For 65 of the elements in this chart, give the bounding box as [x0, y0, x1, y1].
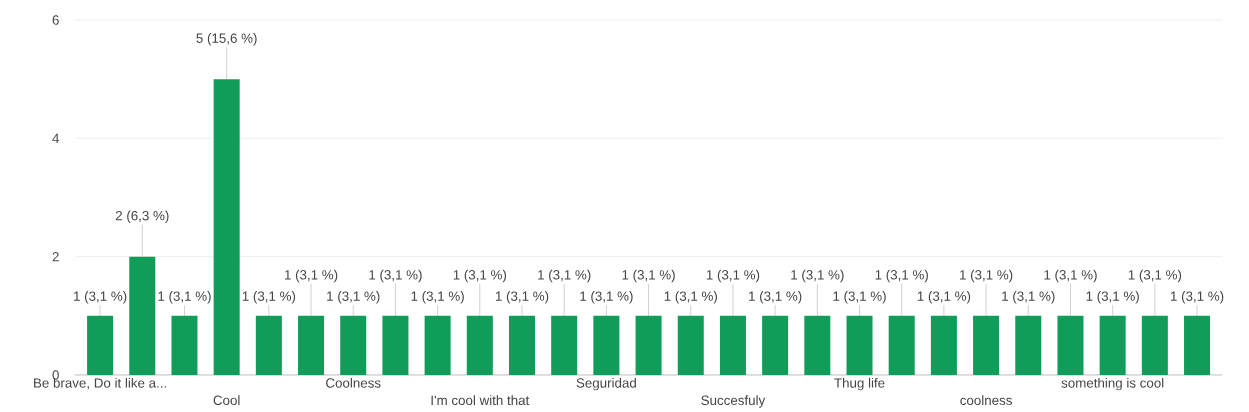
x-tick-label: Seguridad — [576, 377, 636, 391]
data-label: 5 (15,6 %) — [196, 32, 257, 46]
x-tick-label: I'm cool with that — [431, 395, 530, 405]
data-label: 2 (6,3 %) — [115, 210, 169, 223]
x-tick-label: Succesfuly — [701, 395, 766, 408]
x-tick-label: coolness — [960, 395, 1012, 405]
bar — [1099, 315, 1126, 375]
data-label: 1 (3,1 %) — [327, 290, 380, 304]
x-tick-label: Cool — [213, 395, 240, 405]
data-label: 1 (3,1 %) — [285, 269, 338, 283]
data-label: 1 (3,1 %) — [749, 290, 802, 304]
data-label: 1 (3,1 %) — [453, 269, 507, 283]
data-label: 1 (3,1 %) — [1171, 290, 1224, 304]
bar — [466, 315, 493, 375]
data-label: 1 (3,1 %) — [622, 269, 675, 283]
bar — [635, 315, 662, 375]
data-label: 1 (3,1 %) — [1002, 290, 1055, 304]
x-tick-label: Coolness — [326, 377, 381, 388]
data-label: 1 (3,1 %) — [1044, 269, 1097, 283]
y-tick-label: 6 — [52, 15, 59, 25]
bar — [973, 315, 1000, 375]
data-label: 1 (3,1 %) — [242, 290, 296, 304]
bar — [424, 315, 451, 375]
data-label: 1 (3,1 %) — [706, 269, 760, 283]
bar — [213, 79, 240, 375]
bar — [762, 315, 789, 375]
data-label: 1 (3,1 %) — [158, 290, 211, 304]
data-label: 1 (3,1 %) — [495, 290, 549, 304]
bar — [846, 315, 873, 375]
data-label: 1 (3,1 %) — [875, 269, 928, 283]
data-label: 1 (3,1 %) — [74, 290, 127, 304]
bar — [930, 315, 957, 375]
bar — [382, 315, 409, 375]
data-label: 1 (3,1 %) — [917, 290, 971, 304]
bar — [593, 315, 620, 375]
bar — [1141, 315, 1168, 375]
y-tick-label: 2 — [52, 251, 59, 262]
data-label: 1 (3,1 %) — [538, 269, 591, 283]
bar — [1057, 315, 1084, 375]
bar — [677, 315, 704, 375]
bar — [551, 315, 578, 375]
bar — [87, 315, 114, 375]
data-label: 1 (3,1 %) — [1128, 269, 1182, 283]
data-label: 1 (3,1 %) — [580, 290, 633, 304]
x-tick-label: something is cool — [1061, 377, 1164, 391]
bar — [255, 315, 282, 375]
bar — [888, 315, 915, 375]
bar — [171, 315, 198, 375]
data-label: 1 (3,1 %) — [411, 290, 464, 304]
bar — [1184, 315, 1211, 375]
bar — [1015, 315, 1042, 375]
x-tick-label: Thug life — [834, 377, 885, 391]
bar — [804, 315, 831, 375]
data-label: 1 (3,1 %) — [833, 290, 886, 304]
data-label: 1 (3,1 %) — [960, 269, 1013, 283]
bar — [129, 256, 156, 375]
y-tick-label: 4 — [52, 133, 59, 143]
data-label: 1 (3,1 %) — [369, 269, 422, 283]
bar — [719, 315, 746, 375]
data-label: 1 (3,1 %) — [1086, 290, 1139, 304]
data-label: 1 (3,1 %) — [664, 290, 717, 304]
bar — [298, 315, 325, 375]
bar — [340, 315, 367, 375]
data-label: 1 (3,1 %) — [791, 269, 844, 283]
bar — [508, 315, 536, 375]
